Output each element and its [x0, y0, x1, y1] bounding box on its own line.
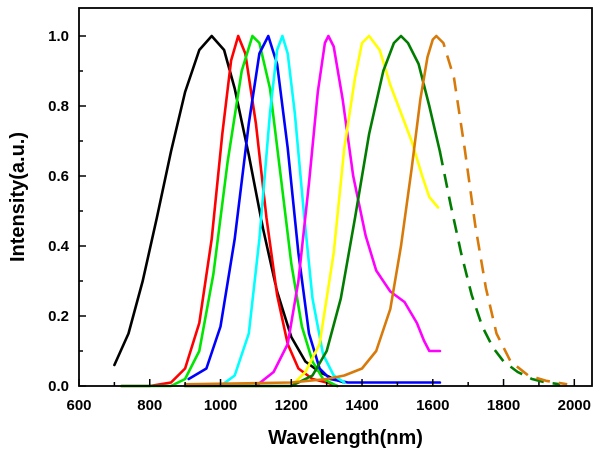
x-tick-label: 1000 [204, 397, 237, 414]
plot-frame [78, 7, 593, 387]
y-tick-label: 0.2 [48, 308, 69, 325]
x-tick-label: 1600 [416, 397, 449, 414]
series-line-dark-green-extrapolated- [438, 151, 561, 386]
series-line-dark-green [183, 34, 442, 388]
y-tick-label: 0.0 [48, 378, 69, 395]
series-line-orange-extrapolated- [435, 35, 568, 386]
y-tick-label: 1.0 [48, 28, 69, 45]
series-line-red [120, 34, 339, 388]
y-axis-title: Intensity(a.u.) [7, 132, 29, 262]
x-tick-label: 1200 [275, 397, 308, 414]
y-tick-label: 0.6 [48, 168, 69, 185]
plot-lines [113, 34, 568, 388]
series-line-magenta [254, 34, 442, 388]
x-tick-label: 1400 [345, 397, 378, 414]
axis-tick-labels: 600 800 1000 1200 1400 1600 1800 2000 0.0 0.2 0.4 0… [48, 28, 591, 414]
series-line-blue [187, 34, 442, 384]
x-tick-label: 1800 [487, 397, 520, 414]
x-axis-title: Wavelength(nm) [268, 427, 423, 449]
y-tick-label: 0.8 [48, 98, 69, 115]
x-tick-label: 2000 [558, 397, 591, 414]
x-tick-label: 800 [137, 397, 162, 414]
series-line-cyan [219, 34, 346, 388]
series-line-yellow [183, 34, 440, 388]
x-tick-label: 600 [66, 397, 91, 414]
axis-ticks [78, 35, 576, 387]
series-line-green [120, 34, 339, 388]
series-line-orange [183, 34, 438, 386]
y-tick-label: 0.4 [48, 238, 70, 255]
